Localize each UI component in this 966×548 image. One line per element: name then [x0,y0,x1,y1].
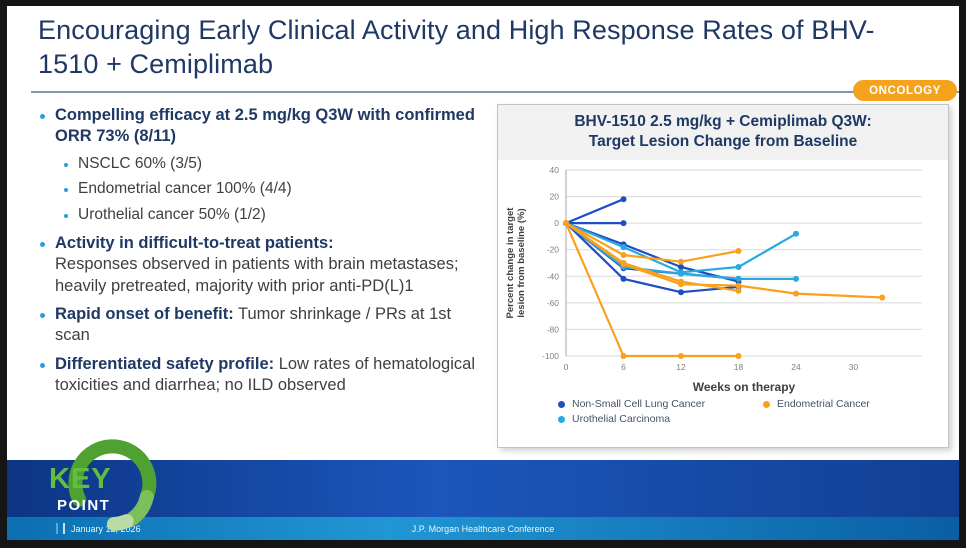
chart-title: BHV-1510 2.5 mg/kg + Cemiplimab Q3W: Tar… [498,105,948,161]
svg-text:24: 24 [791,362,801,372]
svg-text:20: 20 [550,192,560,202]
bullet-icon [40,241,45,247]
legend-dot-urothelial [558,415,565,423]
svg-text:0: 0 [564,362,569,372]
bullet-lead: Compelling efficacy at 2.5 mg/kg Q3W wit… [55,106,475,146]
green-ring-icon [68,439,157,531]
footer-bar: January 12, 2026 J.P. Morgan Healthcare … [7,517,959,540]
sub-bullet-nsclc: NSCLC 60% (3/5) [62,155,476,174]
sub-bullet-endometrial: Endometrial cancer 100% (4/4) [62,180,476,199]
sub-bullet-text: Endometrial cancer 100% (4/4) [78,180,292,198]
slide-title: Encouraging Early Clinical Activity and … [38,15,875,79]
svg-text:30: 30 [849,362,859,372]
bullet-lead: Activity in difficult-to-treat patients: [55,233,334,252]
chart-legend: Non-Small Cell Lung Cancer Endometrial C… [558,398,948,425]
bullet-icon [40,362,45,368]
footer-divider [56,523,58,534]
footer-conference: J.P. Morgan Healthcare Conference [411,524,555,534]
title-divider [31,91,959,93]
bullet-lead: Differentiated safety profile: [55,354,275,373]
legend-dot-nsclc [558,400,565,408]
svg-text:-20: -20 [547,245,560,255]
key-label: KEY [49,463,112,495]
plot-area: 40 20 0 -20 -40 -60 -80 -100 0 6 12 18 24 30 Percent c… [498,160,948,398]
legend-item-nsclc: Non-Small Cell Lung Cancer [558,398,763,410]
sub-bullet-urothelial: Urothelial cancer 50% (1/2) [62,206,476,225]
sub-bullet-text: NSCLC 60% (3/5) [78,154,203,172]
bullet-rest: Low rates of hematological toxicities an… [55,354,475,395]
chart-title-line2: Target Lesion Change from Baseline [588,133,858,151]
svg-text:-40: -40 [547,272,560,282]
bullet-safety: Differentiated safety profile: Low rates… [38,354,476,397]
bullet-lead: Rapid onset of benefit: [55,304,234,323]
bullet-icon [64,188,68,193]
chart-title-line1: BHV-1510 2.5 mg/kg + Cemiplimab Q3W: [574,113,872,130]
bullet-icon [40,114,45,119]
legend-item-urothelial: Urothelial Carcinoma [558,413,763,425]
svg-text:40: 40 [550,165,560,175]
legend-label: Endometrial Cancer [777,398,870,411]
bullet-efficacy: Compelling efficacy at 2.5 mg/kg Q3W wit… [38,105,476,148]
bullet-icon [40,312,45,318]
bullet-text: Differentiated safety profile: Low rates… [55,354,476,397]
bullet-rest: Tumor shrinkage / PRs at 1st scan [55,304,452,345]
legend-item-endometrial: Endometrial Cancer [763,398,948,410]
bullet-text: Compelling efficacy at 2.5 mg/kg Q3W wit… [55,105,476,148]
footer-date: January 12, 2026 [71,524,141,534]
chart-panel: BHV-1510 2.5 mg/kg + Cemiplimab Q3W: Tar… [497,104,949,448]
bullet-list: Compelling efficacy at 2.5 mg/kg Q3W wit… [38,105,476,404]
footer-divider [63,523,65,534]
point-label: POINT [57,497,111,514]
svg-text:-100: -100 [542,351,559,361]
svg-text:-60: -60 [547,298,560,308]
bullet-icon [64,214,68,219]
key-point-band: Early data suggests synergy with anti-PD… [7,460,959,517]
svg-text:6: 6 [621,362,626,372]
svg-text:0: 0 [554,218,559,228]
bullet-text: Rapid onset of benefit: Tumor shrinkage … [55,304,476,347]
svg-text:-80: -80 [547,325,560,335]
svg-text:Percent change in targetlesion: Percent change in targetlesion from base… [505,207,527,319]
legend-label: Non-Small Cell Lung Cancer [572,398,706,411]
bullet-rest: Responses observed in patients with brai… [55,255,459,295]
bullet-rapid-onset: Rapid onset of benefit: Tumor shrinkage … [38,304,476,347]
bullet-text: Activity in difficult-to-treat patients:… [55,233,476,297]
svg-text:18: 18 [734,362,744,372]
key-point-logo: KEY POINT [45,435,195,532]
bullet-activity: Activity in difficult-to-treat patients:… [38,233,476,297]
svg-text:12: 12 [676,362,686,372]
lesion-change-chart: 40 20 0 -20 -40 -60 -80 -100 0 6 12 18 24 30 Percent c… [505,165,922,394]
slide: Encouraging Early Clinical Activity and … [7,6,959,540]
legend-label: Urothelial Carcinoma [572,413,671,426]
oncology-badge: ONCOLOGY [853,80,957,101]
bullet-icon [64,162,68,167]
svg-text:Weeks on therapy: Weeks on therapy [693,380,796,394]
sub-bullet-list: NSCLC 60% (3/5) Endometrial cancer 100% … [62,155,476,225]
legend-dot-endometrial [763,400,770,408]
sub-bullet-text: Urothelial cancer 50% (1/2) [78,206,266,224]
